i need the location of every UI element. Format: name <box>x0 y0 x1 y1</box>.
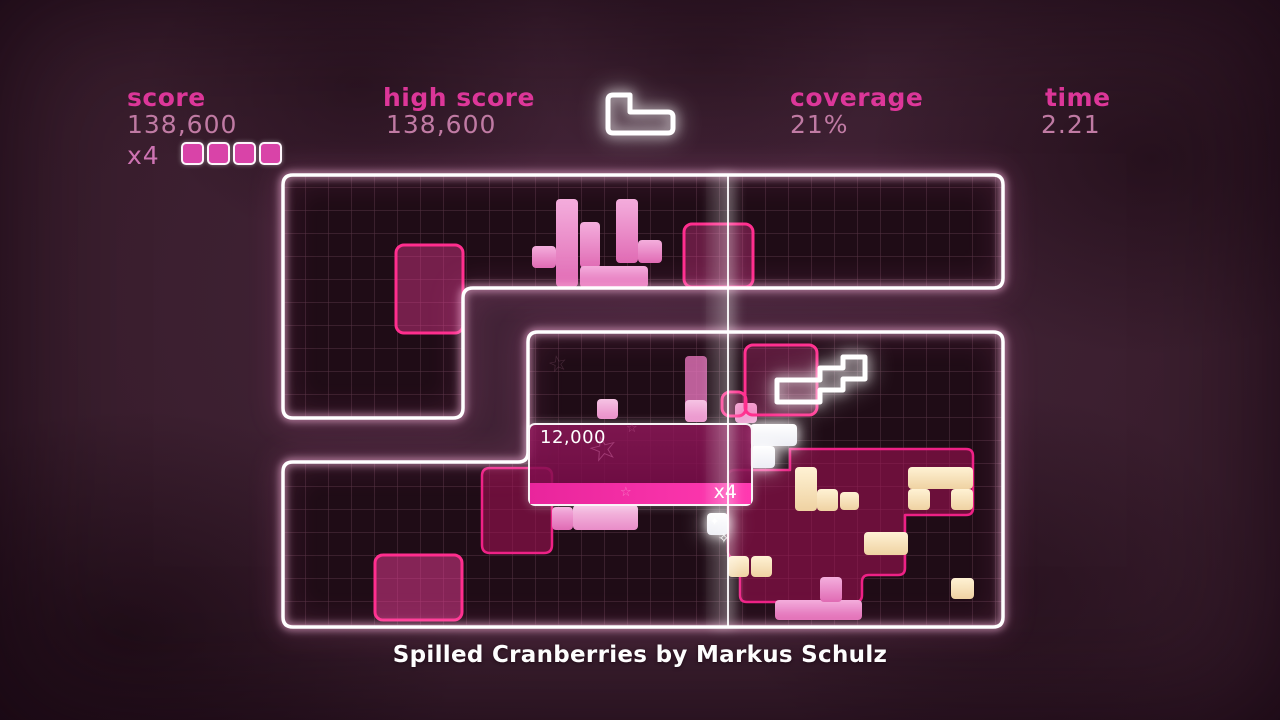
white-block-cell <box>750 424 797 446</box>
beige-block-cell <box>795 467 817 511</box>
multiplier-square <box>233 142 256 165</box>
beige-block-cell <box>840 492 859 510</box>
time-value: 2.21 <box>1041 110 1101 139</box>
sparkle-icon: ✦ <box>710 515 720 528</box>
beige-block-cell <box>951 489 973 510</box>
multiplier-square <box>207 142 230 165</box>
multiplier-label: x4 <box>127 141 160 170</box>
pink-block-cell <box>556 199 578 287</box>
pink-block-cell <box>685 400 707 422</box>
beige-block-cell <box>864 532 908 555</box>
multiplier-squares <box>181 142 282 165</box>
score-label: score <box>127 83 206 112</box>
score-banner: 12,000 ☆ ☆ ☆ x4 <box>528 421 753 506</box>
board-border <box>281 173 1005 420</box>
coverage-label: coverage <box>790 83 924 112</box>
beige-block-cell <box>728 556 749 577</box>
banner-star-icon: ☆ <box>626 421 638 436</box>
pink-block-cell <box>580 266 648 288</box>
pink-block-cell <box>573 505 638 530</box>
pink-block-cell <box>820 577 842 602</box>
multiplier-square <box>259 142 282 165</box>
banner-points-value: 12,000 <box>540 427 606 448</box>
active-piece-outline[interactable] <box>774 354 868 405</box>
pink-block-cell <box>552 507 573 530</box>
pink-block-cell <box>580 222 600 268</box>
white-block-cell <box>707 513 728 535</box>
pink-block-cell <box>597 399 618 419</box>
high-score-value: 138,600 <box>386 110 497 139</box>
pink-block-cell <box>532 246 556 268</box>
timeline-sweep-line <box>706 175 729 627</box>
banner-star-icon: ☆ <box>620 485 632 500</box>
pink-block-cell <box>638 240 662 263</box>
pink-block-cell <box>775 600 862 620</box>
beige-block-cell <box>751 556 772 577</box>
sparkle-icon: ✧ <box>718 531 730 547</box>
beige-block-cell <box>908 467 973 489</box>
pink-block-cell <box>616 199 638 263</box>
multiplier-square <box>181 142 204 165</box>
next-piece-icon <box>605 92 676 136</box>
white-block-cell <box>750 446 775 468</box>
beige-block-cell <box>817 489 838 511</box>
score-value: 138,600 <box>127 110 238 139</box>
time-label: time <box>1045 83 1111 112</box>
beige-block-cell <box>951 578 974 599</box>
beige-block-cell <box>908 489 930 510</box>
banner-multiplier-value: x4 <box>714 481 737 503</box>
coverage-value: 21% <box>790 110 849 139</box>
high-score-label: high score <box>383 83 535 112</box>
outlined-quad-block <box>394 243 465 335</box>
outlined-quad-block <box>373 553 464 622</box>
song-title: Spilled Cranberries by Markus Schulz <box>392 642 888 668</box>
